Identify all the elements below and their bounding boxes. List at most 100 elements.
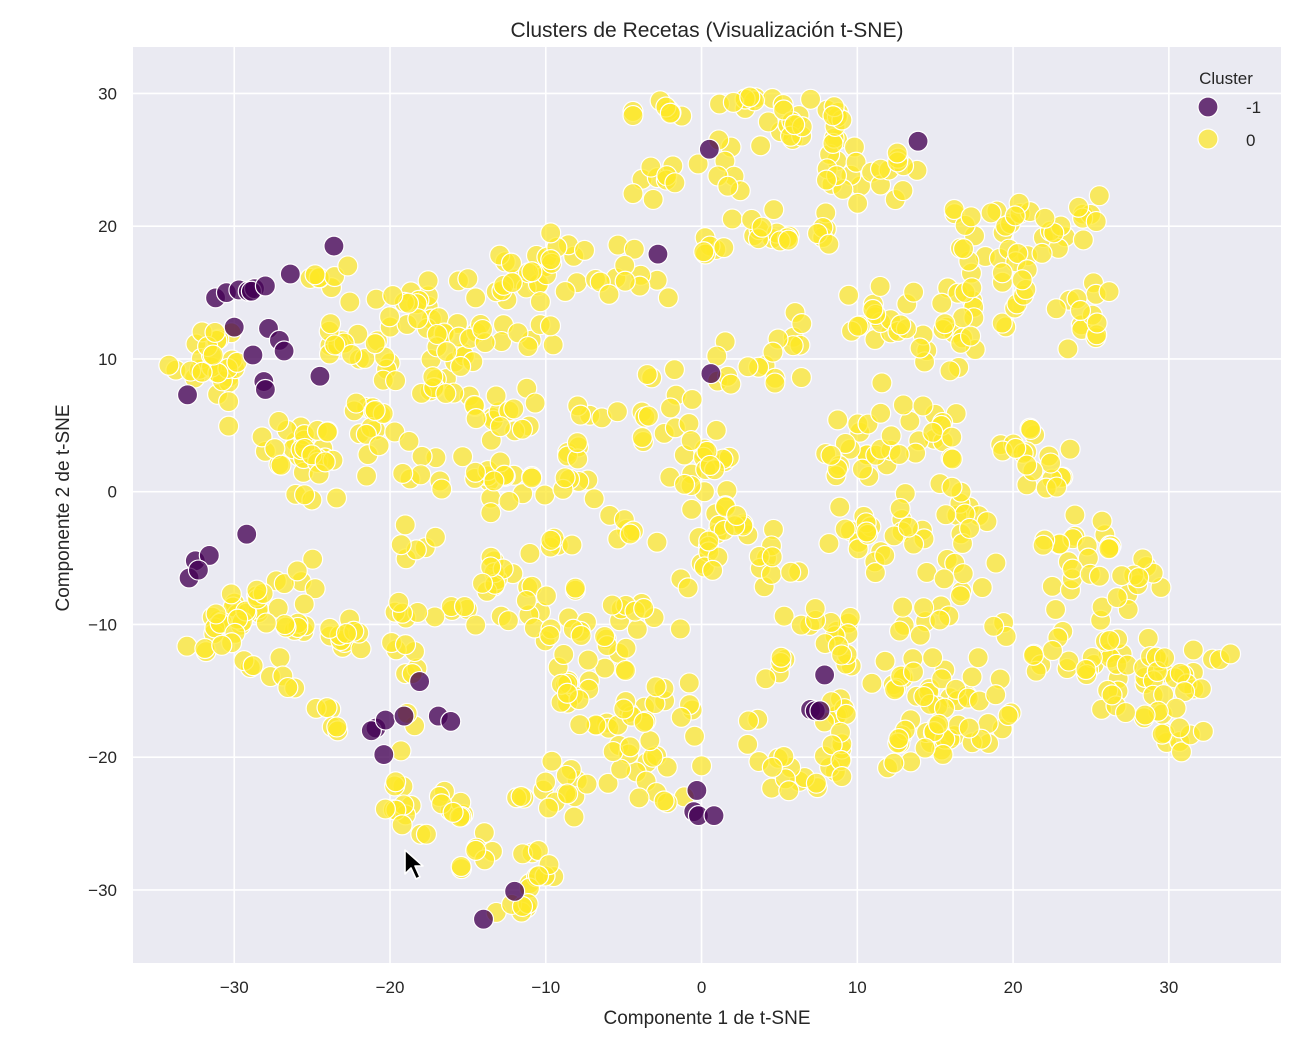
point-cluster-0 [619,736,641,758]
point-cluster-0 [934,313,956,335]
point-cluster-noise [472,908,495,930]
point-cluster-0 [465,287,487,309]
point-cluster-0 [294,484,316,506]
point-cluster-0 [720,373,742,395]
point-cluster-0 [664,172,686,194]
point-cluster-0 [385,771,407,793]
point-cluster-0 [1091,510,1113,532]
point-cluster-0 [636,363,658,386]
point-cluster-0 [326,716,348,738]
y-axis-label: Componente 2 de t-SNE [53,404,74,611]
point-cluster-0 [780,561,802,583]
point-cluster-0 [394,514,416,536]
point-cluster-0 [959,325,982,347]
point-cluster-0 [1016,454,1038,476]
point-cluster-0 [1020,418,1042,441]
point-cluster-0 [931,292,953,314]
point-cluster-0 [831,766,853,788]
point-cluster-0 [1137,627,1159,649]
point-cluster-0 [1169,662,1191,684]
point-cluster-0 [1004,205,1026,227]
point-cluster-0 [1075,658,1097,681]
x-tick-label: −30 [220,978,249,997]
point-cluster-0 [784,114,806,136]
point-cluster-0 [874,544,896,567]
point-cluster-0 [659,102,681,124]
point-cluster-0 [628,787,650,809]
point-cluster-0 [670,706,692,729]
point-cluster-0 [246,579,268,601]
point-cluster-0 [939,360,961,382]
point-cluster-0 [391,814,413,836]
point-cluster-0 [991,262,1013,284]
point-cluster-0 [316,421,338,443]
point-cluster-0 [985,684,1007,706]
point-cluster-0 [656,756,678,778]
x-tick-label: 10 [848,978,867,997]
point-cluster-0 [820,444,842,466]
chart-title: Clusters de Recetas (Visualización t-SNE… [511,19,904,42]
point-cluster-0 [678,672,700,694]
point-cluster-0 [529,291,551,313]
point-cluster-0 [864,562,887,584]
x-axis-label: Componente 1 de t-SNE [603,1008,810,1029]
point-cluster-0 [302,548,324,570]
point-cluster-0 [952,563,974,585]
point-cluster-noise [309,365,331,387]
legend: Cluster -1 0 [1197,69,1261,150]
point-cluster-0 [563,806,585,828]
point-cluster-0 [1061,558,1084,580]
x-tick-label: 20 [1004,978,1023,997]
point-cluster-0 [601,594,623,616]
point-cluster-0 [613,698,635,720]
point-cluster-0 [646,531,668,553]
legend-label-noise: -1 [1246,98,1261,117]
point-cluster-0 [293,593,315,615]
point-cluster-0 [325,487,348,509]
point-cluster-0 [450,355,472,378]
point-cluster-0 [1058,650,1080,672]
point-cluster-0 [471,318,494,341]
point-cluster-0 [540,529,562,551]
point-cluster-0 [1007,242,1029,265]
point-cluster-noise [176,384,199,406]
point-cluster-noise [409,670,431,693]
point-cluster-0 [1173,681,1196,703]
point-cluster-0 [739,86,761,108]
point-cluster-0 [392,462,414,484]
point-cluster-noise [360,720,382,742]
point-cluster-0 [835,703,857,725]
point-cluster-0 [269,647,291,669]
point-cluster-0 [961,277,983,299]
point-cluster-0 [834,518,856,540]
point-cluster-0 [1098,538,1120,560]
mouse-pointer-icon [404,849,424,880]
point-cluster-0 [471,572,494,594]
point-cluster-0 [822,105,844,127]
point-cluster-0 [324,334,346,356]
point-cluster-0 [417,270,439,292]
point-cluster-0 [1170,741,1193,763]
point-cluster-0 [912,395,934,417]
point-cluster-0 [834,432,856,455]
point-cluster-noise [254,275,277,297]
point-cluster-0 [1057,338,1079,360]
point-cluster-0 [935,504,957,526]
point-cluster-0 [757,111,779,133]
point-cluster-0 [517,335,539,358]
point-cluster-noise [242,344,264,366]
point-cluster-0 [790,366,812,389]
point-cluster-0 [633,597,655,620]
point-cluster-0 [763,199,785,221]
point-cluster-0 [465,614,487,636]
point-cluster-0 [1114,701,1137,724]
point-cluster-0 [770,646,792,668]
point-cluster-0 [653,790,675,812]
x-tick-label: −20 [376,978,405,997]
point-cluster-0 [1085,210,1107,233]
point-cluster-0 [483,470,505,492]
point-cluster-0 [922,647,944,669]
point-cluster-0 [888,727,910,750]
point-cluster-0 [623,238,645,260]
data-points [158,86,1242,930]
